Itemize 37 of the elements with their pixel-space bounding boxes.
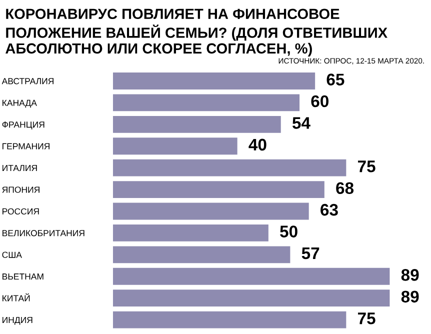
y-tick-label: ИТАЛИЯ xyxy=(2,164,37,172)
y-tick-label: ВЕЛИКОБРИТАНИЯ xyxy=(2,230,84,236)
data-label: 54 xyxy=(292,117,310,129)
data-label: 50 xyxy=(280,226,298,238)
bar xyxy=(112,290,390,307)
bar xyxy=(112,246,290,264)
data-label: 75 xyxy=(358,312,376,324)
bar xyxy=(112,159,346,176)
y-tick-label: АВСТРАЛИЯ xyxy=(2,78,54,84)
bar xyxy=(112,268,390,285)
y-tick-label: ФРАНЦИЯ xyxy=(2,122,44,130)
bar xyxy=(112,181,324,198)
bar xyxy=(112,224,268,242)
data-label: 65 xyxy=(326,74,344,86)
data-label: 89 xyxy=(401,290,419,303)
y-tick-label: ЯПОНИЯ xyxy=(2,186,40,193)
y-tick-label: РОССИЯ xyxy=(2,208,39,215)
data-label: 75 xyxy=(358,160,376,172)
y-tick-label: КАНАДА xyxy=(2,100,37,108)
data-label: 63 xyxy=(320,204,338,216)
data-label: 89 xyxy=(401,269,419,281)
y-tick-label: ВЬЕТНАМ xyxy=(2,274,44,280)
data-label: 57 xyxy=(302,248,320,260)
bar xyxy=(112,94,300,112)
bar xyxy=(112,202,309,220)
bar xyxy=(112,138,238,155)
y-tick-label: ГЕРМАНИЯ xyxy=(2,143,50,150)
data-label: 68 xyxy=(336,182,354,194)
y-tick-label: ИНДИЯ xyxy=(2,316,32,325)
y-tick-label: США xyxy=(2,252,22,258)
bar xyxy=(112,72,316,90)
y-tick-label: КИТАЙ xyxy=(2,293,30,302)
data-label: 60 xyxy=(311,95,328,108)
data-label: 40 xyxy=(248,138,266,151)
bar xyxy=(112,116,281,133)
bar xyxy=(112,311,346,328)
chart-title: КОРОНАВИРУС ПОВЛИЯЕТ НА ФИНАНСОВОЕ ПОЛОЖЕНИЕ ВАШЕЙ СЕМЬИ? (ДОЛЯ ОТВЕТИВШИХ АБСОЛЮТНО ИЛИ СКОРЕЕ СОГЛАСЕН, %) xyxy=(6,8,388,56)
